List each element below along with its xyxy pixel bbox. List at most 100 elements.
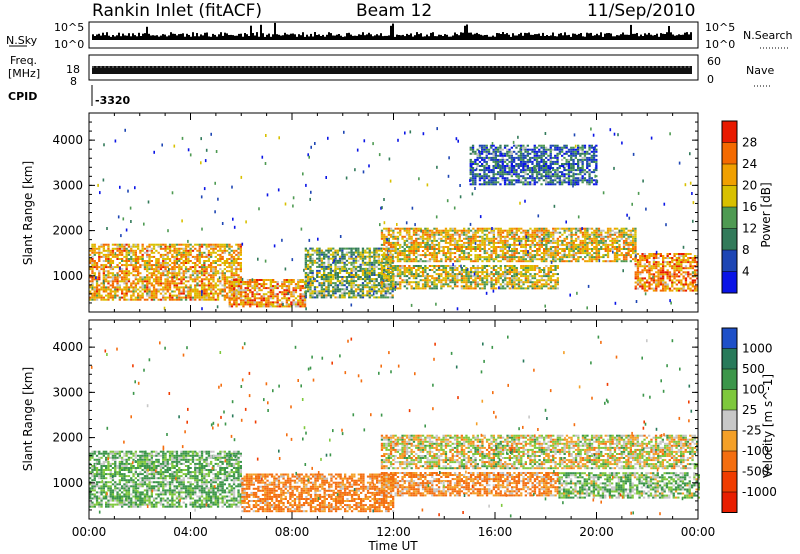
power-cell — [577, 229, 580, 232]
power-cell — [205, 294, 208, 297]
power-cell — [511, 237, 514, 240]
power-cell — [341, 265, 344, 268]
power-cell — [479, 277, 482, 280]
nsky-bar — [486, 34, 488, 40]
freq-tick-top: 18 — [66, 63, 80, 76]
power-cell — [370, 288, 374, 291]
power-cell — [130, 247, 133, 250]
power-cell — [102, 296, 105, 299]
power-cell — [533, 277, 537, 280]
power-cell — [410, 269, 413, 271]
power-cell — [334, 259, 337, 262]
power-cell — [251, 293, 254, 296]
power-cell — [392, 283, 395, 286]
power-cell — [419, 260, 422, 263]
power-cell — [221, 278, 224, 281]
power-cell — [178, 266, 181, 269]
power-cell — [547, 233, 550, 236]
power-cell — [492, 229, 495, 232]
power-cell — [424, 248, 427, 250]
power-cell — [460, 246, 463, 248]
power-cell — [513, 250, 516, 252]
power-cell — [533, 287, 537, 290]
power-cell — [152, 278, 156, 281]
power-cell — [403, 269, 406, 271]
power-cell — [655, 255, 658, 257]
power-cell — [164, 260, 167, 262]
power-cell — [380, 258, 384, 261]
power-cell — [249, 285, 252, 288]
nsky-bar — [330, 33, 332, 40]
power-cell — [184, 243, 188, 246]
nsky-bar — [650, 34, 652, 40]
power-cell — [157, 276, 160, 279]
power-cell — [419, 227, 422, 230]
power-cell — [602, 239, 605, 242]
power-cell — [203, 298, 206, 301]
power-cell — [334, 269, 337, 272]
power-cell — [240, 287, 243, 290]
power-cell — [543, 285, 546, 288]
power-cell — [249, 297, 252, 300]
power-cell — [184, 251, 188, 254]
power-cell — [545, 258, 548, 261]
power-cell — [618, 243, 621, 246]
power-cell — [341, 253, 344, 256]
power-cell — [203, 270, 206, 273]
power-cell — [159, 278, 163, 281]
power-cell — [226, 294, 229, 297]
power-cell — [216, 249, 220, 252]
power-cell — [472, 267, 475, 269]
power-cell — [348, 282, 351, 285]
power-cell — [483, 283, 486, 286]
power-cell — [311, 290, 314, 293]
power-cell — [364, 272, 367, 274]
power-cell — [242, 299, 245, 302]
power-cell — [307, 288, 310, 291]
nsky-bar — [430, 32, 432, 40]
power-cell — [214, 247, 217, 250]
power-cell — [563, 250, 566, 252]
power-cell — [203, 251, 206, 254]
power-cell — [415, 237, 418, 240]
power-cell — [597, 256, 601, 259]
power-cell — [412, 252, 416, 255]
power-cell — [636, 283, 640, 286]
power-cell — [606, 237, 610, 240]
power-cell — [545, 233, 548, 236]
power-cell — [157, 264, 160, 267]
power-cell — [444, 237, 448, 240]
power-cell — [297, 299, 300, 302]
power-cell — [164, 264, 167, 267]
power-cell — [506, 269, 509, 271]
power-cell — [389, 263, 392, 266]
power-cell — [442, 269, 445, 271]
power-cell — [173, 270, 176, 273]
power-cell — [292, 299, 295, 302]
power-cell — [460, 273, 463, 276]
nsky-bar — [338, 34, 340, 40]
power-cell — [540, 285, 543, 288]
power-cell — [146, 266, 149, 269]
power-cell — [93, 274, 96, 277]
power-cell — [405, 239, 409, 242]
power-cell — [389, 233, 393, 236]
power-cell — [178, 290, 181, 293]
power-cell — [424, 254, 427, 257]
power-cell — [545, 283, 548, 286]
power-cell — [370, 267, 374, 270]
power-cell — [495, 237, 498, 240]
power-cell — [408, 246, 411, 248]
nsky-bar — [306, 34, 308, 40]
power-cell — [102, 270, 105, 273]
power-cell — [396, 237, 400, 240]
power-cell — [205, 268, 208, 271]
power-cell — [168, 272, 172, 275]
power-cell — [428, 287, 432, 290]
power-cell — [415, 243, 418, 246]
power-cell — [433, 252, 436, 255]
power-cell — [350, 257, 353, 260]
power-cell — [536, 258, 539, 261]
power-cell — [595, 233, 598, 236]
power-cell — [476, 277, 479, 280]
